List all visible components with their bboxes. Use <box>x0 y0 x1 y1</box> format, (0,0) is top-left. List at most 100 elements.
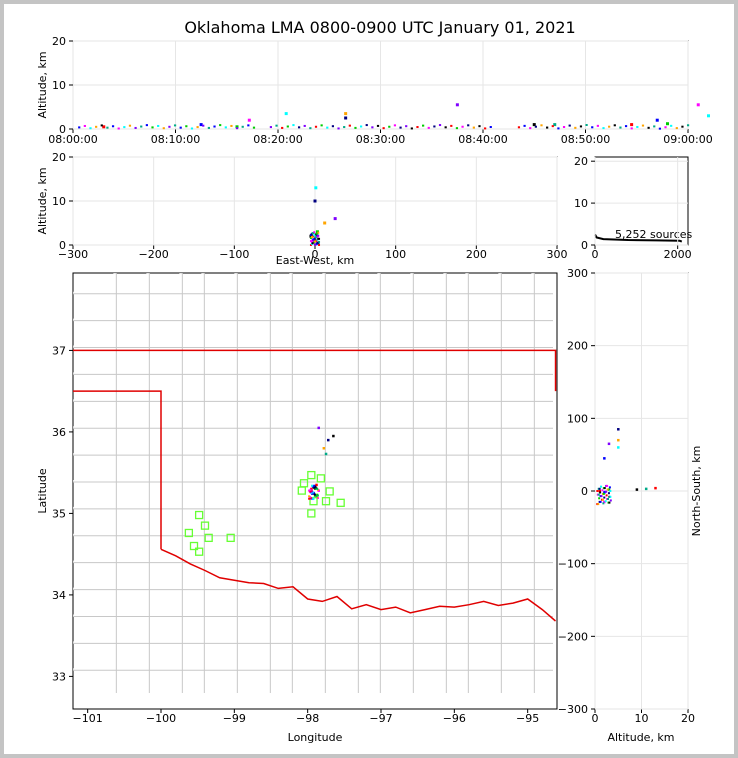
time-altitude-source <box>106 126 109 129</box>
latitude-tick-label: 35 <box>52 507 66 520</box>
time-altitude-source <box>613 124 616 127</box>
time-altitude-source <box>534 125 537 128</box>
time-tick-label: 09:00:00 <box>663 133 712 146</box>
north-south-tick-label: 300 <box>567 267 588 280</box>
county-boundary <box>73 453 553 456</box>
time-altitude-source <box>427 126 430 129</box>
latitude-tick-label: 37 <box>52 344 66 357</box>
lightning-source-point <box>312 497 315 500</box>
time-altitude-source <box>157 124 160 127</box>
time-altitude-source <box>190 127 194 130</box>
altitude-ns-point <box>607 442 611 446</box>
time-altitude-source <box>331 125 335 128</box>
latitude-tick-label: 36 <box>52 426 66 439</box>
time-altitude-source <box>168 125 171 128</box>
time-altitude-point <box>630 123 634 127</box>
altitude-ns-source <box>609 490 612 492</box>
county-boundary <box>465 273 469 693</box>
lightning-source-point <box>311 484 314 487</box>
time-altitude-source <box>309 127 312 130</box>
time-altitude-source <box>100 124 103 127</box>
altitude-ns-source <box>605 494 608 497</box>
time-altitude-point <box>102 125 106 129</box>
time-altitude-source <box>286 125 289 128</box>
altitude-ns-source <box>596 490 599 492</box>
time-altitude-point <box>655 118 659 122</box>
county-boundary <box>73 533 553 537</box>
lma-station-marker <box>321 497 331 506</box>
east-west-tick-label: −100 <box>219 248 249 261</box>
time-altitude-source <box>630 127 633 130</box>
lma-station-marker <box>226 533 235 543</box>
lightning-source-point <box>309 488 312 491</box>
time-altitude-source <box>608 125 611 128</box>
time-altitude-source <box>399 126 402 129</box>
time-altitude-source <box>281 126 284 129</box>
east-west-source <box>317 234 320 237</box>
histogram-y-tick-label: 10 <box>574 197 588 210</box>
altitude-ns-source <box>604 500 607 503</box>
lightning-source-point <box>308 495 311 498</box>
plan-view-panel: Latitude Longitude −101 −100 −99 −98 −97 −96 −… <box>36 272 558 744</box>
time-tick-label: 08:50:00 <box>561 133 610 146</box>
time-altitude-source <box>207 126 210 129</box>
altitude-ns-source <box>602 492 605 495</box>
ns-altitude-tick-label: 0 <box>592 712 599 725</box>
time-altitude-point <box>696 103 700 107</box>
altitude-ns-source <box>607 497 610 500</box>
county-boundary <box>73 399 553 402</box>
time-altitude-source <box>388 125 391 128</box>
lma-station-marker <box>204 533 213 543</box>
time-altitude-source <box>241 125 244 128</box>
longitude-tick-label: −101 <box>73 712 103 725</box>
time-altitude-source <box>681 125 684 128</box>
time-altitude-source <box>173 124 177 127</box>
county-boundary <box>73 668 553 671</box>
lightning-source-point <box>327 438 330 442</box>
east-west-point <box>314 186 318 190</box>
altitude-tick-label: 20 <box>52 35 66 48</box>
county-boundary <box>73 614 553 617</box>
east-west-source <box>309 240 312 243</box>
altitude-ns-source <box>603 496 606 499</box>
time-altitude-source <box>95 125 98 128</box>
lma-station-marker <box>189 541 199 551</box>
east-west-source <box>316 241 319 244</box>
time-altitude-source <box>360 125 363 128</box>
ew-altitude-tick-label: 10 <box>52 195 66 208</box>
longitude-tick-label: −97 <box>369 712 392 725</box>
altitude-ns-source <box>600 485 603 488</box>
time-altitude-source <box>591 126 594 129</box>
east-west-source <box>314 236 317 239</box>
lightning-source-point <box>308 497 311 500</box>
time-altitude-point <box>532 123 536 127</box>
lma-station-marker <box>316 474 326 483</box>
county-boundary <box>443 273 447 693</box>
time-altitude-source <box>151 126 154 129</box>
time-altitude-source <box>376 124 380 127</box>
lightning-source-point <box>308 489 311 492</box>
east-west-tick-label: 0 <box>312 248 319 261</box>
time-altitude-source <box>444 126 447 129</box>
time-altitude-source <box>450 124 453 127</box>
time-altitude-source <box>438 124 442 127</box>
east-west-xlabel: East-West, km <box>276 254 354 267</box>
altitude-north-south-panel: North-South, km Altitude, km 0 10 20 −300 −2… <box>558 267 703 744</box>
time-altitude-source <box>664 126 667 129</box>
altitude-ns-ylabel: North-South, km <box>690 446 703 537</box>
time-altitude-source <box>410 127 413 130</box>
county-boundary <box>73 641 553 644</box>
time-altitude-source <box>128 124 132 127</box>
longitude-tick-label: −95 <box>516 712 539 725</box>
time-altitude-ylabel: Altitude, km <box>36 51 49 118</box>
ew-altitude-tick-label: 20 <box>52 151 66 164</box>
time-altitude-source <box>467 124 470 127</box>
time-altitude-source <box>275 124 278 127</box>
east-west-source <box>312 238 315 241</box>
east-west-source <box>318 244 321 246</box>
lma-station-marker <box>307 509 316 518</box>
altitude-ns-source <box>606 484 609 487</box>
time-altitude-source <box>636 125 639 128</box>
chart-title: Oklahoma LMA 0800-0900 UTC January 01, 2… <box>184 18 575 37</box>
